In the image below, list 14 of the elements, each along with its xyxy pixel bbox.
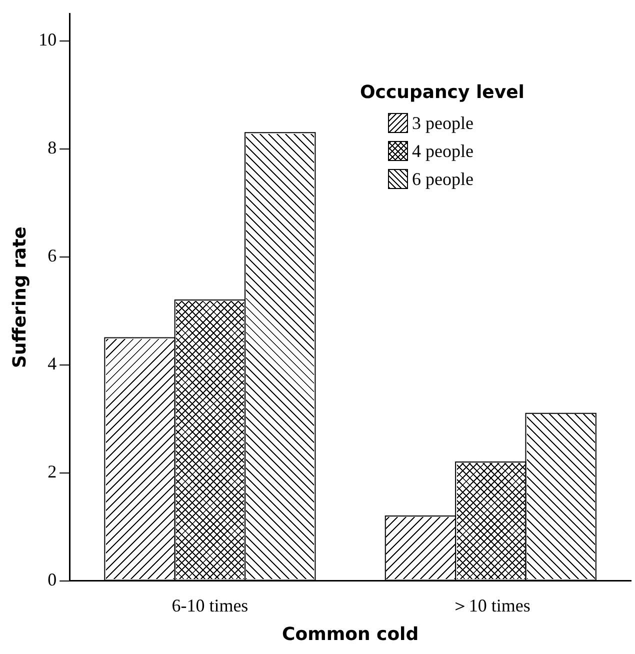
legend-title: Occupancy level <box>360 82 524 103</box>
y-tick-label: 0 <box>48 570 57 590</box>
x-axis-title: Common cold <box>282 624 419 645</box>
y-tick-label: 6 <box>48 246 57 266</box>
y-tick-label: 2 <box>48 462 57 482</box>
legend-label: 3 people <box>412 112 474 134</box>
x-tick-label: 6-10 times <box>172 595 248 616</box>
x-tick-label: ＞10 times <box>450 595 530 616</box>
y-tick-label: 8 <box>48 138 57 158</box>
y-axis-title: Suffering rate <box>9 226 30 368</box>
legend-label: 4 people <box>412 140 474 162</box>
y-tick-label: 10 <box>38 30 57 50</box>
legend-label: 6 people <box>412 168 474 190</box>
y-tick-label: 4 <box>48 354 57 374</box>
